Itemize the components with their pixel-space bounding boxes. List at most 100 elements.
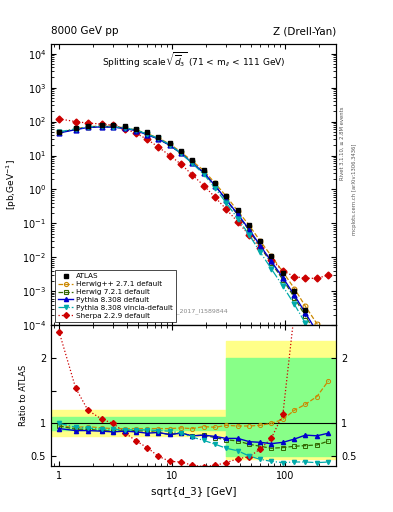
- Herwig++ 2.7.1 default: [326, 338, 331, 345]
- Herwig++ 2.7.1 default: [202, 167, 206, 174]
- Herwig++ 2.7.1 default: [281, 269, 285, 275]
- Herwig 7.2.1 default: [315, 332, 320, 338]
- ATLAS: [156, 134, 160, 140]
- ATLAS: [269, 253, 274, 259]
- Herwig 7.2.1 default: [224, 197, 229, 203]
- Sherpa 2.2.9 default: [303, 275, 308, 282]
- Herwig 7.2.1 default: [100, 123, 105, 130]
- Sherpa 2.2.9 default: [269, 257, 274, 263]
- Herwig 7.2.1 default: [326, 351, 331, 357]
- Sherpa 2.2.9 default: [258, 245, 263, 251]
- Text: mcplots.cern.ch [arXiv:1306.3436]: mcplots.cern.ch [arXiv:1306.3436]: [352, 144, 357, 235]
- Herwig 7.2.1 default: [303, 313, 308, 319]
- Text: 8000 GeV pp: 8000 GeV pp: [51, 27, 119, 36]
- Pythia 8.308 vincia-default: [258, 249, 263, 255]
- Herwig++ 2.7.1 default: [134, 127, 138, 133]
- Sherpa 2.2.9 default: [156, 144, 160, 150]
- ATLAS: [190, 157, 195, 163]
- Sherpa 2.2.9 default: [134, 130, 138, 136]
- Sherpa 2.2.9 default: [145, 136, 149, 142]
- Sherpa 2.2.9 default: [57, 116, 61, 122]
- Pythia 8.308 default: [315, 329, 320, 335]
- Herwig++ 2.7.1 default: [167, 141, 172, 147]
- Pythia 8.308 default: [100, 124, 105, 130]
- Pythia 8.308 vincia-default: [145, 131, 149, 137]
- ATLAS: [315, 326, 320, 332]
- Pythia 8.308 default: [134, 127, 138, 134]
- ATLAS: [247, 222, 252, 228]
- Pythia 8.308 vincia-default: [57, 129, 61, 135]
- Herwig++ 2.7.1 default: [111, 123, 116, 130]
- Herwig++ 2.7.1 default: [303, 303, 308, 309]
- ATLAS: [224, 193, 229, 199]
- Herwig++ 2.7.1 default: [122, 124, 127, 131]
- Pythia 8.308 vincia-default: [190, 160, 195, 166]
- Pythia 8.308 default: [190, 160, 195, 166]
- Herwig++ 2.7.1 default: [86, 123, 90, 130]
- ATLAS: [73, 125, 78, 131]
- Y-axis label: Ratio to ATLAS: Ratio to ATLAS: [19, 365, 28, 426]
- Pythia 8.308 vincia-default: [167, 141, 172, 147]
- Herwig++ 2.7.1 default: [235, 208, 240, 214]
- Pythia 8.308 default: [122, 125, 127, 132]
- Pythia 8.308 default: [247, 227, 252, 233]
- Herwig++ 2.7.1 default: [100, 123, 105, 129]
- Pythia 8.308 default: [145, 132, 149, 138]
- Pythia 8.308 vincia-default: [213, 185, 218, 191]
- X-axis label: sqrt{d_3} [GeV]: sqrt{d_3} [GeV]: [151, 486, 236, 497]
- Herwig 7.2.1 default: [190, 160, 195, 166]
- Pythia 8.308 vincia-default: [235, 216, 240, 222]
- Pythia 8.308 vincia-default: [122, 125, 127, 131]
- Pythia 8.308 default: [292, 292, 297, 298]
- ATLAS: [145, 130, 149, 136]
- Herwig++ 2.7.1 default: [269, 253, 274, 259]
- ATLAS: [202, 167, 206, 173]
- Herwig++ 2.7.1 default: [315, 321, 320, 327]
- Pythia 8.308 vincia-default: [156, 135, 160, 141]
- ATLAS: [111, 122, 116, 129]
- ATLAS: [86, 123, 90, 129]
- Herwig 7.2.1 default: [122, 125, 127, 131]
- Sherpa 2.2.9 default: [100, 121, 105, 127]
- Pythia 8.308 default: [269, 258, 274, 264]
- Sherpa 2.2.9 default: [281, 268, 285, 274]
- Pythia 8.308 vincia-default: [303, 320, 308, 326]
- ATLAS: [100, 122, 105, 128]
- Pythia 8.308 default: [57, 130, 61, 136]
- Sherpa 2.2.9 default: [202, 182, 206, 188]
- Pythia 8.308 default: [202, 169, 206, 176]
- Pythia 8.308 default: [73, 126, 78, 133]
- Herwig 7.2.1 default: [73, 126, 78, 133]
- Pythia 8.308 vincia-default: [179, 151, 184, 157]
- Herwig 7.2.1 default: [247, 227, 252, 233]
- Sherpa 2.2.9 default: [213, 195, 218, 201]
- Herwig 7.2.1 default: [156, 136, 160, 142]
- Herwig++ 2.7.1 default: [179, 149, 184, 155]
- Pythia 8.308 default: [281, 274, 285, 281]
- Sherpa 2.2.9 default: [86, 120, 90, 126]
- Herwig++ 2.7.1 default: [292, 285, 297, 291]
- Pythia 8.308 vincia-default: [315, 339, 320, 346]
- Sherpa 2.2.9 default: [292, 273, 297, 280]
- Pythia 8.308 vincia-default: [86, 124, 90, 130]
- Herwig++ 2.7.1 default: [247, 223, 252, 229]
- Line: ATLAS: ATLAS: [57, 122, 331, 351]
- Pythia 8.308 default: [224, 197, 229, 203]
- Herwig 7.2.1 default: [258, 244, 263, 250]
- Herwig++ 2.7.1 default: [145, 131, 149, 137]
- Herwig 7.2.1 default: [179, 151, 184, 157]
- Herwig 7.2.1 default: [213, 183, 218, 189]
- Pythia 8.308 vincia-default: [224, 200, 229, 206]
- Text: Z (Drell-Yan): Z (Drell-Yan): [273, 27, 336, 36]
- Pythia 8.308 default: [167, 142, 172, 148]
- Herwig 7.2.1 default: [202, 169, 206, 176]
- Line: Pythia 8.308 default: Pythia 8.308 default: [57, 124, 331, 354]
- ATLAS: [57, 129, 61, 135]
- Herwig 7.2.1 default: [111, 124, 116, 130]
- ATLAS: [258, 238, 263, 244]
- Pythia 8.308 vincia-default: [269, 266, 274, 272]
- Sherpa 2.2.9 default: [179, 161, 184, 167]
- ATLAS: [179, 148, 184, 154]
- Pythia 8.308 default: [303, 310, 308, 316]
- Pythia 8.308 default: [326, 348, 331, 354]
